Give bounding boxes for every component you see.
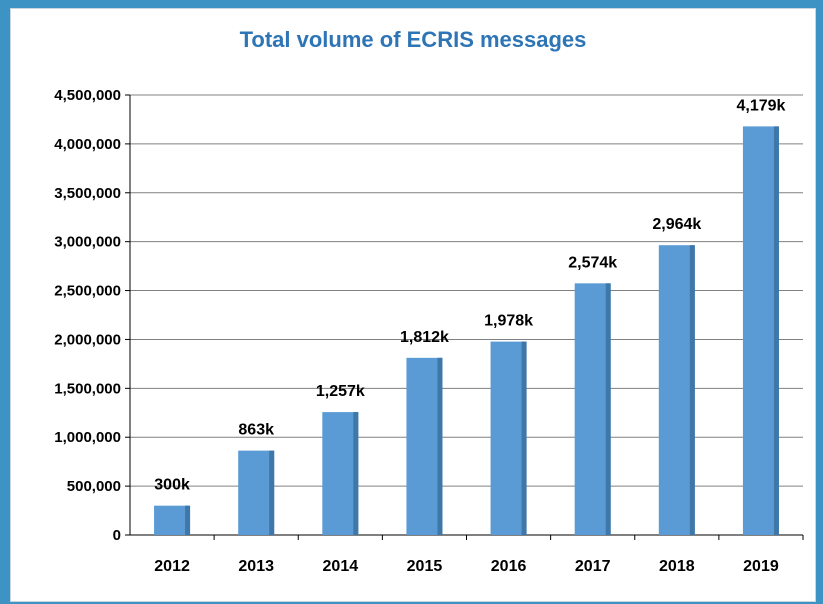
data-label: 1,257k: [316, 383, 365, 400]
data-label: 2,574k: [568, 254, 617, 271]
data-label: 1,978k: [484, 313, 533, 330]
y-tick-label: 4,500,000: [54, 87, 121, 104]
bar-shade-2014: [353, 412, 359, 535]
bar-2015: [406, 357, 443, 535]
bar-shade-2015: [437, 357, 443, 535]
chart-title: Total volume of ECRIS messages: [239, 27, 587, 52]
data-label: 1,812k: [400, 329, 449, 346]
y-tick-label: 1,000,000: [54, 429, 121, 446]
bar-2014: [322, 412, 359, 535]
bar-2013: [238, 450, 275, 535]
data-label: 4,179k: [736, 97, 785, 114]
y-tick-label: 2,000,000: [54, 331, 121, 348]
bar-2018: [658, 245, 695, 536]
bar-2012: [154, 505, 191, 535]
x-tick-label: 2013: [238, 558, 274, 575]
bar-shade-2012: [185, 505, 191, 535]
data-label: 300k: [154, 477, 190, 494]
bar-chart: 0 500,000 1,000,000 1,500,000 2,000,000 2,500…: [54, 87, 804, 575]
bar-2017: [574, 283, 611, 535]
x-tick-label: 2018: [659, 558, 695, 575]
bar-shade-2019: [773, 126, 779, 536]
x-tick-label: 2019: [743, 558, 779, 575]
y-tick-label: 3,500,000: [54, 185, 121, 202]
x-tick-label: 2012: [154, 558, 190, 575]
x-tick-label: 2016: [491, 558, 527, 575]
y-tick-label: 2,500,000: [54, 283, 121, 300]
data-label: 863k: [238, 422, 274, 439]
chart-frame: Total volume of ECRIS messages 0 500,000 1…: [10, 8, 816, 602]
x-tick-label: 2015: [407, 558, 443, 575]
bar-shade-2016: [521, 341, 527, 535]
x-tick-label: 2017: [575, 558, 611, 575]
x-tick-label: 2014: [323, 558, 359, 575]
y-tick-label: 500,000: [67, 478, 121, 495]
data-label: 2,964k: [652, 216, 701, 233]
y-tick-label: 3,000,000: [54, 234, 121, 251]
bar-shade-2017: [605, 283, 611, 535]
bar-2019: [742, 126, 779, 536]
bar-shade-2018: [689, 245, 695, 536]
y-tick-label: 4,000,000: [54, 136, 121, 153]
bar-2016: [490, 341, 527, 535]
y-tick-label: 1,500,000: [54, 380, 121, 397]
y-tick-label: 0: [113, 527, 121, 544]
bar-shade-2013: [269, 450, 275, 535]
